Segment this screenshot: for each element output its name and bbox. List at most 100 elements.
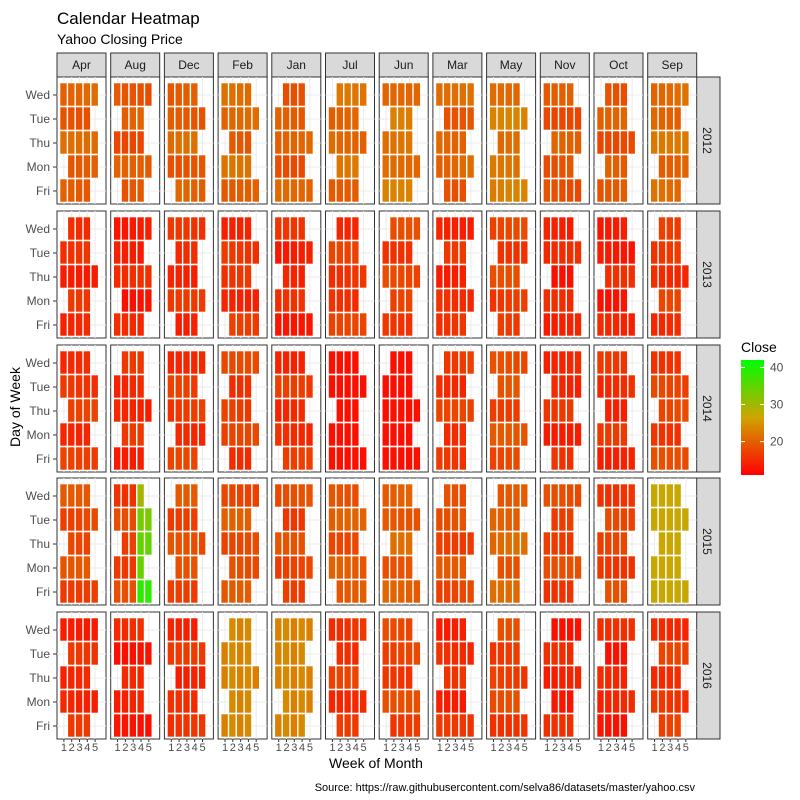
heatmap-cell [121,641,129,666]
heatmap-cell [121,130,129,155]
heatmap-cell [566,617,575,642]
heatmap-cell [328,507,336,532]
heatmap-cell [435,264,444,289]
y-tick-label: Tue [30,246,51,260]
heatmap-cell [67,507,76,532]
heatmap-cell [75,531,83,556]
heatmap-cell [665,665,674,690]
heatmap-cell [489,713,497,738]
heatmap-cell [359,446,368,471]
heatmap-cell [67,665,76,690]
heatmap-cell [489,398,497,423]
heatmap-cell [435,579,444,604]
heatmap-cell [113,130,121,155]
heatmap-cell [67,641,76,666]
x-tick-label: 5 [199,742,205,754]
heatmap-cell [351,216,360,241]
heatmap-cell [167,713,175,738]
heatmap-cell [458,446,467,471]
heatmap-cell [305,312,314,337]
heatmap-cell [451,531,459,556]
y-tick-label: Thu [29,404,50,418]
panel-2015-nov [539,477,590,606]
panel-2014-jul [325,344,375,473]
panel-2016-feb [217,611,268,740]
heatmap-cell [244,106,252,131]
heatmap-cell [397,641,406,666]
heatmap-cell [252,483,260,508]
heatmap-cell [504,689,513,714]
heatmap-cell [681,398,690,423]
panel-2014-jan [271,344,322,473]
heatmap-cell [574,555,582,580]
heatmap-cell [83,240,91,265]
heatmap-cell [113,641,121,666]
heatmap-cell [351,312,360,337]
x-axis-label: Week of Month [329,755,423,771]
heatmap-cell [550,374,559,399]
heatmap-cell [550,154,559,179]
heatmap-cell [397,422,406,447]
heatmap-cell [520,350,529,375]
heatmap-cell [144,713,153,738]
heatmap-cell [167,350,175,375]
heatmap-cell [136,106,145,131]
year-strip-2016: 2016 [694,611,721,740]
heatmap-cell [389,312,398,337]
heatmap-cell [129,398,137,423]
heatmap-cell [435,531,444,556]
heatmap-cell [451,312,459,337]
heatmap-cell [75,288,83,313]
heatmap-cell [121,665,129,690]
heatmap-cell [252,178,260,203]
heatmap-cell [504,154,513,179]
heatmap-cell [681,374,690,399]
heatmap-cell [297,154,306,179]
heatmap-cell [90,264,99,289]
heatmap-cell [282,555,290,580]
panel-2013-feb [217,210,268,339]
heatmap-cell [252,350,260,375]
heatmap-cell [550,579,559,604]
heatmap-cell [236,178,244,203]
heatmap-cell [489,422,497,447]
heatmap-cell [596,178,605,203]
panel-2015-jan [271,477,322,606]
heatmap-cell [512,555,521,580]
heatmap-cell [673,689,682,714]
heatmap-cell [236,82,244,107]
heatmap-cell [282,312,290,337]
legend-tick-label: 20 [770,435,784,449]
heatmap-cell [451,446,459,471]
heatmap-cell [228,240,237,265]
heatmap-cell [328,483,336,508]
heatmap-cell [550,82,559,107]
heatmap-cell [596,446,605,471]
panel-2012-jan [271,76,322,205]
heatmap-cell [328,665,336,690]
heatmap-cell [182,617,191,642]
heatmap-cell [497,446,505,471]
heatmap-cell [673,422,682,447]
heatmap-cell [443,130,452,155]
heatmap-cell [90,154,99,179]
heatmap-cell [443,288,452,313]
heatmap-cell [620,713,628,738]
heatmap-cell [620,579,628,604]
heatmap-cell [435,507,444,532]
heatmap-cell [190,422,199,447]
heatmap-cell [198,350,206,375]
heatmap-cell [681,579,690,604]
heatmap-cell [504,240,513,265]
heatmap-cell [566,82,575,107]
heatmap-cell [497,288,505,313]
heatmap-cell [497,398,505,423]
y-tick-label: Tue [30,647,51,661]
heatmap-cell [512,398,521,423]
heatmap-cell [75,689,83,714]
heatmap-cell [59,264,68,289]
y-tick-label: Mon [27,428,50,442]
heatmap-cell [167,106,175,131]
panel-2014-apr [56,344,107,473]
month-strip-dec: Dec [163,52,214,78]
